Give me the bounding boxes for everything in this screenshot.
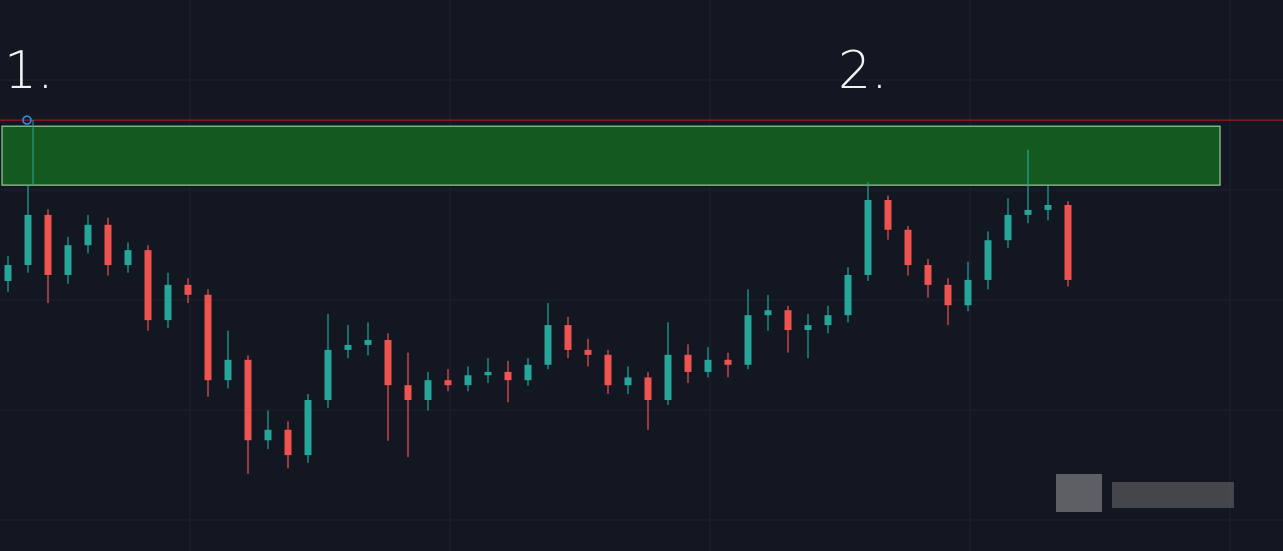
candle-body xyxy=(404,385,412,401)
candle-body xyxy=(104,224,112,266)
candle-body xyxy=(704,359,712,372)
candle-body xyxy=(484,371,492,376)
candle-body xyxy=(624,377,632,386)
candle-body xyxy=(824,315,832,326)
candle-body xyxy=(144,250,152,321)
candle-body xyxy=(744,315,752,365)
candle-body xyxy=(1024,209,1032,215)
candle-body xyxy=(24,214,32,266)
candle-body xyxy=(264,429,272,441)
candle-body xyxy=(44,214,52,275)
candle-body xyxy=(4,265,12,282)
anchor-point xyxy=(22,115,32,125)
candle-body xyxy=(804,325,812,331)
candle-body xyxy=(884,200,892,230)
candle-body xyxy=(324,349,332,401)
candle-body xyxy=(344,344,352,350)
candle-body xyxy=(644,377,652,401)
candle-body xyxy=(464,375,472,386)
candle-body xyxy=(544,325,552,365)
candle-body xyxy=(664,354,672,401)
blur-block xyxy=(1112,482,1234,508)
candle-body xyxy=(164,284,172,321)
candle-body xyxy=(244,359,252,441)
candle-body xyxy=(84,224,92,246)
annotation: 2. xyxy=(838,41,888,101)
candle-body xyxy=(184,284,192,295)
candles xyxy=(4,149,1072,474)
candle-body xyxy=(424,380,432,401)
candle-body xyxy=(64,245,72,275)
candle-body xyxy=(204,294,212,381)
candle-body xyxy=(1064,204,1072,280)
candle-body xyxy=(504,371,512,381)
candle-body xyxy=(784,310,792,331)
candle-body xyxy=(1004,214,1012,241)
candle-body xyxy=(924,265,932,285)
candle-body xyxy=(224,359,232,381)
candle-body xyxy=(584,349,592,355)
candle-body xyxy=(524,364,532,381)
candle-body xyxy=(864,200,872,275)
candle-body xyxy=(964,279,972,306)
candle-body xyxy=(604,354,612,386)
candle-body xyxy=(124,250,132,266)
candle-body xyxy=(1044,204,1052,210)
candle-body xyxy=(384,339,392,386)
candle-body xyxy=(904,229,912,266)
zone xyxy=(1,125,1221,186)
candle-body xyxy=(944,284,952,306)
candle-body xyxy=(564,325,572,350)
candle-body xyxy=(844,274,852,316)
watermark-blur xyxy=(1056,474,1234,512)
candle-body xyxy=(984,240,992,280)
candle-body xyxy=(684,354,692,372)
candle-body xyxy=(304,400,312,456)
annotation: 1. xyxy=(4,41,54,101)
blur-block xyxy=(1056,474,1102,512)
candle-body xyxy=(284,429,292,456)
candle-body xyxy=(364,339,372,345)
candle-body xyxy=(724,359,732,365)
candle-body xyxy=(764,310,772,316)
candle-body xyxy=(444,380,452,386)
